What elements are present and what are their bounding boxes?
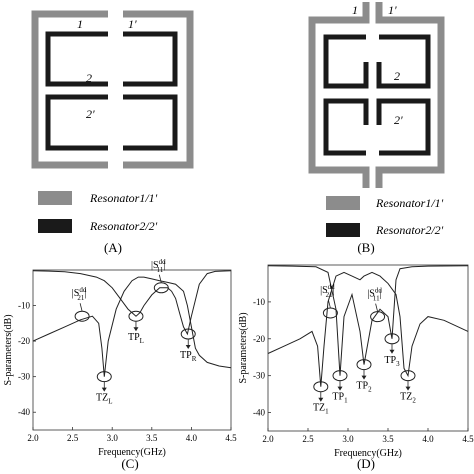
panel-c-chart: 2.0 2.5 3.0 3.5 4.0 4.5 -10 -20 -30 -40 Frequency(…	[3, 258, 237, 458]
panel-d-y-tick-label-2: -30	[253, 371, 265, 381]
panel-c-annotation-arrowhead-1	[133, 327, 139, 332]
panel-c-x-tick-label-4: 4.0	[186, 433, 198, 443]
panel-b-legend-label-2: Resonator2/2'	[375, 223, 444, 237]
panel-d-annotation-marker-0	[322, 307, 338, 319]
panel-a-legend-label-1: Resonator1/1'	[89, 191, 158, 205]
panel-d-caption: (D)	[357, 456, 375, 471]
panel-d-annotation-arrowhead-4	[361, 375, 367, 380]
panel-a-legend-swatch-2	[38, 219, 72, 233]
panel-c-series-s21-line	[32, 276, 232, 377]
panel-d-x-axis-label: Frequency(GHz)	[334, 448, 402, 459]
panel-c-plot-frame	[32, 269, 232, 431]
panel-d-annotation-pointer-0	[328, 299, 331, 309]
panel-d-annotation-arrowhead-6	[405, 386, 411, 391]
panel-d-series-s11-line	[267, 265, 469, 376]
panel-d-annotation-arrowhead-3	[337, 386, 343, 391]
panel-d-x-tick-label-4: 4.0	[422, 434, 434, 444]
panel-c-y-tick-label-1: -20	[18, 336, 30, 346]
panel-c-x-tick-label-1: 2.5	[67, 433, 79, 443]
panel-b-legend-swatch-1	[326, 196, 360, 210]
panel-b-resonator-1	[308, 2, 445, 188]
panel-c-annotation-pointer-2	[158, 274, 162, 283]
panel-d-x-tick-label-2: 3.0	[342, 434, 354, 444]
panel-a-caption: (A)	[104, 240, 122, 255]
panel-c-annotation-arrowhead-4	[101, 387, 107, 392]
panel-b-legend: Resonator1/1' Resonator2/2'	[326, 196, 444, 237]
panel-d-y-tick-label-0: -10	[253, 297, 265, 307]
panel-d-y-axis-label: S-parameters(dB)	[238, 312, 249, 383]
panel-d-x-tick-label-5: 4.5	[462, 434, 474, 444]
panel-a-resonator-2p	[45, 94, 178, 151]
panel-b-layout: 1 1' 2 2'	[308, 2, 445, 188]
panel-a-port-2p: 2'	[86, 107, 95, 121]
panel-a-resonator-1	[31, 10, 194, 169]
panel-c-x-tick-label-5: 4.5	[225, 433, 237, 443]
panel-d-chart: 2.0 2.5 3.0 3.5 4.0 4.5 -10 -20 -30 -40 Frequency(…	[238, 264, 474, 459]
panel-b-legend-label-1: Resonator1/1'	[375, 196, 444, 210]
panel-d-annotation-label-4: TP2	[356, 381, 372, 394]
panel-a-port-1p: 1'	[128, 17, 137, 31]
panel-a-port-1: 1	[77, 17, 83, 31]
panel-d-plot-frame	[267, 264, 469, 432]
panel-a-legend: Resonator1/1' Resonator2/2'	[38, 191, 158, 233]
panel-d-y-tick-label-3: -40	[253, 408, 265, 418]
panel-d-annotation-label-3: TP1	[332, 392, 348, 405]
panel-b-port-2: 2	[394, 69, 400, 83]
panel-d-annotation-label-2: TZ1	[313, 403, 329, 416]
panel-c-x-tick-label-0: 2.0	[27, 433, 39, 443]
panel-d-y-tick-label-1: -20	[253, 334, 265, 344]
panel-a-legend-swatch-1	[38, 191, 72, 205]
panel-b-legend-swatch-2	[326, 223, 360, 237]
panel-d-annotation-label-5: TP3	[384, 355, 400, 368]
panel-c-y-axis-label: S-parameters(dB)	[3, 314, 14, 385]
panel-d-annotation-label-0: |Sdd 21|	[320, 283, 335, 299]
panel-c-x-tick-label-2: 3.0	[107, 433, 119, 443]
panel-d-annotation-pointer-1	[375, 303, 378, 312]
panel-a-port-2: 2	[86, 71, 92, 85]
panel-d-x-tick-label-0: 2.0	[262, 434, 274, 444]
panel-a-layout: 1 1' 2 2'	[31, 10, 194, 169]
panel-c-annotation-label-4: TZL	[96, 393, 113, 406]
panel-b-port-1: 1	[352, 3, 358, 17]
panel-c-annotation-label-1: TPL	[128, 332, 144, 345]
panel-c-annotation-label-2: |Sdd 11|	[151, 258, 166, 274]
panel-d-annotation-arrowhead-5	[389, 349, 395, 354]
panel-c-caption: (C)	[121, 456, 138, 471]
panel-c-annotation-arrowhead-3	[185, 345, 191, 349]
panel-d-annotation-label-1: |Sdd 11|	[367, 287, 382, 303]
panel-c-y-tick-label-2: -30	[18, 372, 30, 382]
panel-c-y-tick-label-3: -40	[18, 407, 30, 417]
panel-d-x-tick-label-3: 3.5	[382, 434, 394, 444]
panel-c-series-s11-line	[32, 270, 232, 336]
panel-b-resonator-2	[323, 34, 431, 89]
panel-b-resonator-2p	[323, 98, 431, 156]
panel-c-y-tick-label-0: -10	[18, 301, 30, 311]
panel-a-resonator-2	[45, 31, 178, 87]
panel-b-port-1p: 1'	[388, 3, 397, 17]
panel-c-x-axis-label: Frequency(GHz)	[98, 447, 166, 458]
panel-b-port-2p: 2'	[394, 113, 403, 127]
panel-c-annotation-pointer-0	[79, 303, 83, 312]
panel-c-annotation-label-0: |Sdd 21|	[72, 286, 87, 302]
panel-c-annotation-label-3: TPR	[180, 350, 197, 363]
panel-d-series-s21-line	[267, 271, 469, 387]
panel-c-x-tick-label-3: 3.5	[146, 433, 158, 443]
panel-d-x-tick-label-1: 2.5	[302, 434, 314, 444]
panel-d-annotation-label-6: TZ2	[400, 392, 416, 405]
panel-d-annotation-arrowhead-2	[318, 397, 324, 402]
panel-b-caption: (B)	[357, 240, 374, 255]
panel-a-legend-label-2: Resonator2/2'	[89, 219, 158, 233]
